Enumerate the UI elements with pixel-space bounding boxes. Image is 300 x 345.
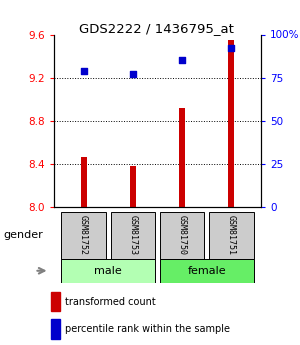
Bar — [111, 211, 155, 259]
Bar — [209, 211, 254, 259]
Bar — [61, 259, 155, 283]
Text: GSM81750: GSM81750 — [178, 215, 187, 255]
Bar — [130, 166, 136, 207]
Text: GSM81752: GSM81752 — [79, 215, 88, 255]
Text: GSM81751: GSM81751 — [227, 215, 236, 255]
Bar — [160, 211, 204, 259]
Bar — [179, 108, 185, 207]
Bar — [81, 157, 86, 207]
Bar — [51, 292, 60, 311]
Text: GSM81753: GSM81753 — [128, 215, 137, 255]
Point — [229, 46, 234, 51]
Text: gender: gender — [3, 230, 43, 239]
Text: male: male — [94, 266, 122, 276]
Text: transformed count: transformed count — [65, 297, 156, 307]
Point — [180, 58, 184, 63]
Text: GDS2222 / 1436795_at: GDS2222 / 1436795_at — [79, 22, 233, 36]
Point — [81, 68, 86, 73]
Bar — [51, 319, 60, 339]
Bar — [61, 211, 106, 259]
Point — [130, 71, 135, 77]
Text: percentile rank within the sample: percentile rank within the sample — [65, 324, 230, 334]
Bar — [160, 259, 254, 283]
Bar — [229, 40, 234, 207]
Text: female: female — [188, 266, 226, 276]
